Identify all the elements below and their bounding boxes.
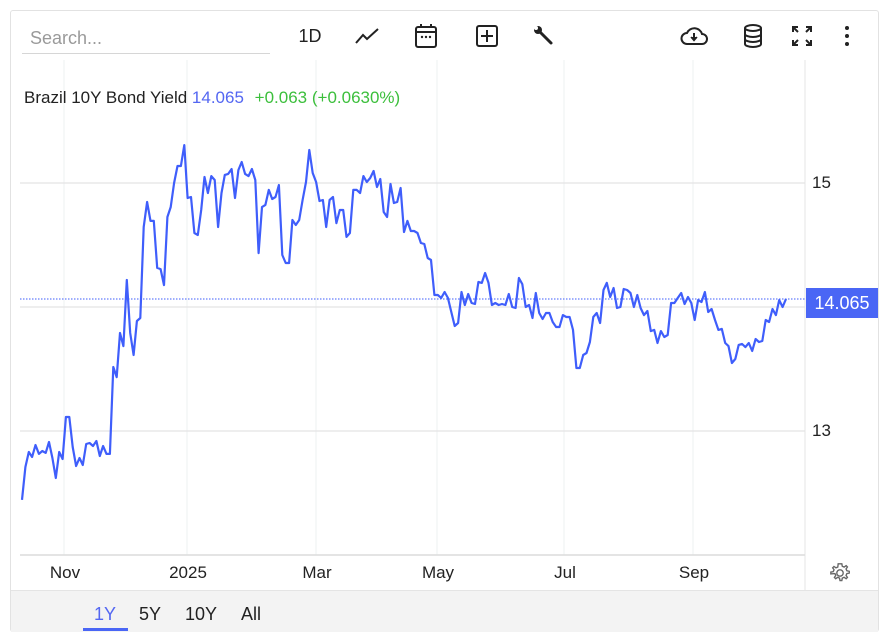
search-input[interactable] <box>22 24 270 54</box>
x-tick-label: Mar <box>302 563 332 582</box>
gear-icon[interactable] <box>829 562 851 584</box>
more-vertical-icon[interactable] <box>836 22 858 50</box>
cloud-download-icon[interactable] <box>677 22 711 50</box>
interval-button[interactable]: 1D <box>298 25 322 46</box>
series-line <box>20 144 788 501</box>
range-tab-all[interactable]: All <box>240 604 262 624</box>
instrument-name: Brazil 10Y Bond Yield <box>24 88 188 107</box>
x-tick-label: Sep <box>678 563 710 582</box>
y-tick-label: 13 <box>812 421 831 440</box>
chart-legend: Brazil 10Y Bond Yield 14.065 +0.063 (+0.… <box>24 88 400 108</box>
range-tab-1y[interactable]: 1Y <box>93 604 117 624</box>
wrench-icon[interactable] <box>529 22 559 50</box>
range-bar <box>11 590 878 632</box>
last-price: 14.065 <box>191 88 244 107</box>
calendar-icon[interactable] <box>411 22 441 50</box>
range-tab-10y[interactable]: 10Y <box>184 604 218 624</box>
last-value-badge: 14.065 <box>806 288 878 318</box>
add-box-icon[interactable] <box>472 22 502 50</box>
chart-line-icon[interactable] <box>352 22 382 50</box>
y-tick-label: 15 <box>812 173 831 192</box>
price-change: +0.063 (+0.0630%) <box>254 88 401 107</box>
database-icon[interactable] <box>739 22 767 50</box>
range-tab-5y[interactable]: 5Y <box>138 604 162 624</box>
x-tick-label: Nov <box>49 563 81 582</box>
x-tick-label: Jul <box>554 563 576 582</box>
x-tick-label: 2025 <box>169 563 207 582</box>
active-tab-indicator <box>83 628 128 631</box>
fullscreen-icon[interactable] <box>787 22 817 50</box>
x-tick-label: May <box>421 563 455 582</box>
